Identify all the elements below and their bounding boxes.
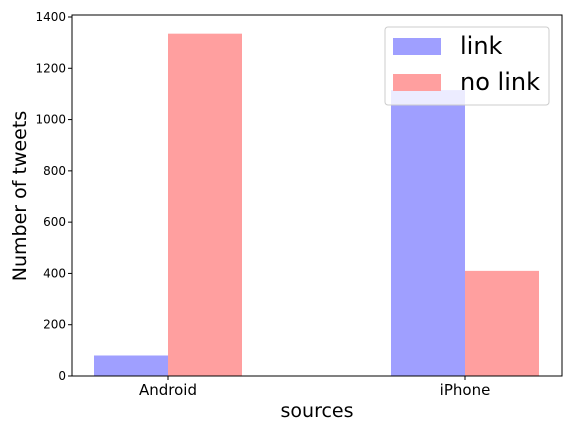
x-tick-label-android: Android	[139, 381, 197, 399]
legend-label-no-link: no link	[460, 68, 540, 96]
x-axis: Android iPhone	[139, 376, 490, 399]
legend-label-link: link	[460, 32, 503, 60]
legend: link no link	[384, 26, 550, 106]
y-tick-label: 200	[43, 318, 66, 332]
y-tick-label: 1000	[35, 113, 66, 127]
y-axis: 0 200 400 600 800 1000 1200 1400	[35, 10, 72, 383]
bar-android-link	[94, 355, 168, 376]
bar-iphone-link	[391, 90, 465, 376]
y-tick-label: 1400	[35, 10, 66, 24]
legend-swatch-no-link	[393, 74, 441, 91]
y-tick-label: 400	[43, 266, 66, 280]
y-tick-label: 0	[58, 369, 66, 383]
bars-group	[94, 33, 539, 377]
x-tick-label-iphone: iPhone	[440, 381, 491, 399]
y-tick-label: 800	[43, 164, 66, 178]
y-tick-label: 1200	[35, 61, 66, 75]
bar-android-no-link	[168, 33, 242, 377]
plot-frame	[71, 14, 563, 377]
y-tick-label: 600	[43, 215, 66, 229]
y-axis-title: Number of tweets	[9, 111, 31, 281]
x-axis-title: sources	[281, 400, 354, 422]
legend-swatch-link	[393, 38, 441, 55]
bar-iphone-no-link	[465, 270, 539, 376]
